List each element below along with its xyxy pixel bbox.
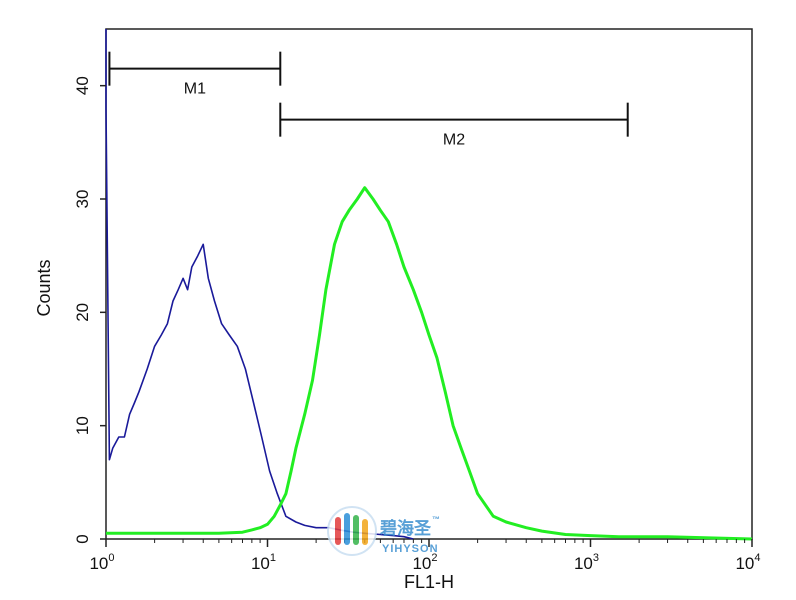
y-tick-label: 0 xyxy=(73,534,92,543)
y-axis-ticks: 0 10 20 30 40 xyxy=(73,76,106,544)
watermark-logo: 碧海圣 ™ YIHYSON xyxy=(327,506,440,556)
x-axis-label: FL1-H xyxy=(404,572,454,592)
gate-m2-label: M2 xyxy=(443,132,465,149)
x-tick-label: 100 xyxy=(89,552,114,573)
gate-markers: M1 M2 xyxy=(108,51,629,149)
x-tick-label: 102 xyxy=(412,552,437,573)
y-tick-label: 20 xyxy=(73,303,92,322)
gate-m1-label: M1 xyxy=(184,81,206,98)
watermark-emblem-icon xyxy=(327,506,377,556)
control-histogram-line xyxy=(105,29,414,540)
watermark-text-en: YIHYSON xyxy=(382,543,439,555)
x-axis-ticks: 100 101 102 103 104 xyxy=(89,539,761,573)
series-layer xyxy=(105,29,753,541)
watermark-text-cn: 碧海圣 xyxy=(379,518,432,538)
sample-histogram-line xyxy=(106,186,753,541)
watermark-emblem-bar xyxy=(362,519,368,545)
watermark-trademark: ™ xyxy=(432,515,440,524)
y-axis-label: Counts xyxy=(34,259,54,316)
watermark-emblem-bar xyxy=(353,515,359,545)
y-tick-label: 30 xyxy=(73,190,92,209)
x-tick-label: 103 xyxy=(574,552,599,573)
x-tick-label: 104 xyxy=(735,552,760,573)
watermark-emblem-bar xyxy=(344,513,350,545)
y-tick-label: 40 xyxy=(73,76,92,95)
watermark-emblem-bar xyxy=(335,517,341,545)
plot-frame xyxy=(105,28,753,540)
x-tick-label: 101 xyxy=(251,552,276,573)
y-tick-label: 10 xyxy=(73,416,92,435)
